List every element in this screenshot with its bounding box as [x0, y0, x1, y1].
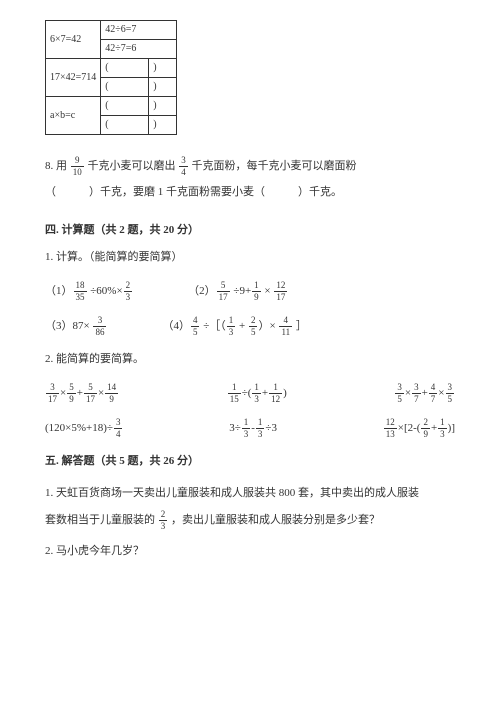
problem-4: （4）45 ÷［（13 + 25）× 411 ］ [162, 316, 306, 337]
sub-question: 1. 计算。（能简算的要简算） [45, 249, 455, 267]
problem-2: （2）517 ÷9+19 × 1217 [188, 281, 288, 302]
calc-table: 6×7=4242÷6=7 42÷7=6 17×42=714() () a×b=c… [45, 20, 177, 135]
text: 1. 天虹百货商场一天卖出儿童服装和成人服装共 800 套，其中卖出的成人服装 [45, 487, 419, 499]
expr-row: 317×59+517×149 115÷(13+112) 35×37+47×35 [45, 383, 455, 404]
cell: ) [149, 97, 177, 116]
text: 套数相当于儿童服装的 [45, 514, 155, 526]
text: 千克面粉，每千克小麦可以磨面粉 [192, 160, 357, 172]
expr: (120×5%+18)÷34 [45, 418, 123, 439]
cell: 6×7=42 [46, 21, 101, 59]
fraction: 23 [159, 510, 168, 531]
cell: ( [101, 116, 149, 135]
text: ，卖出儿童服装和成人服装分别是多少套？ [171, 514, 380, 526]
cell: 42÷6=7 [101, 21, 177, 40]
text: 千克小麦可以磨出 [88, 160, 176, 172]
cell: 17×42=714 [46, 59, 101, 97]
problem-3: （3）87× 386 [45, 316, 107, 337]
text: （ ）千克，要磨 1 千克面粉需要小麦（ ）千克。 [45, 186, 342, 198]
fraction: 34 [179, 156, 188, 177]
word-problem-2: 2. 马小虎今年几岁？ [45, 543, 455, 561]
problem-row: （3）87× 386 （4）45 ÷［（13 + 25）× 411 ］ [45, 316, 455, 337]
expr: 115÷(13+112) [227, 383, 287, 404]
cell: ) [149, 116, 177, 135]
problem-row: （1）1835 ÷60%×23 （2）517 ÷9+19 × 1217 [45, 281, 455, 302]
question-8: 8. 用 910 千克小麦可以磨出 34 千克面粉，每千克小麦可以磨面粉 （ ）… [45, 153, 455, 206]
cell: 42÷7=6 [101, 40, 177, 59]
text: 8. 用 [45, 160, 67, 172]
expr: 35×37+47×35 [394, 383, 455, 404]
cell: a×b=c [46, 97, 101, 135]
cell: ( [101, 59, 149, 78]
problem-1: （1）1835 ÷60%×23 [45, 281, 133, 302]
word-problem-1: 1. 天虹百货商场一天卖出儿童服装和成人服装共 800 套，其中卖出的成人服装 … [45, 480, 455, 533]
expr: 317×59+517×149 [45, 383, 119, 404]
cell: ) [149, 78, 177, 97]
section-4-title: 四. 计算题（共 2 题，共 20 分） [45, 222, 455, 240]
cell: ( [101, 78, 149, 97]
expr: 3÷13-13÷3 [229, 418, 277, 439]
expr: 1213×[2-(29+13)] [383, 418, 455, 439]
sub-question: 2. 能简算的要简算。 [45, 351, 455, 369]
expr-row: (120×5%+18)÷34 3÷13-13÷3 1213×[2-(29+13)… [45, 418, 455, 439]
cell: ) [149, 59, 177, 78]
fraction: 910 [71, 156, 84, 177]
section-5-title: 五. 解答题（共 5 题，共 26 分） [45, 453, 455, 471]
cell: ( [101, 97, 149, 116]
